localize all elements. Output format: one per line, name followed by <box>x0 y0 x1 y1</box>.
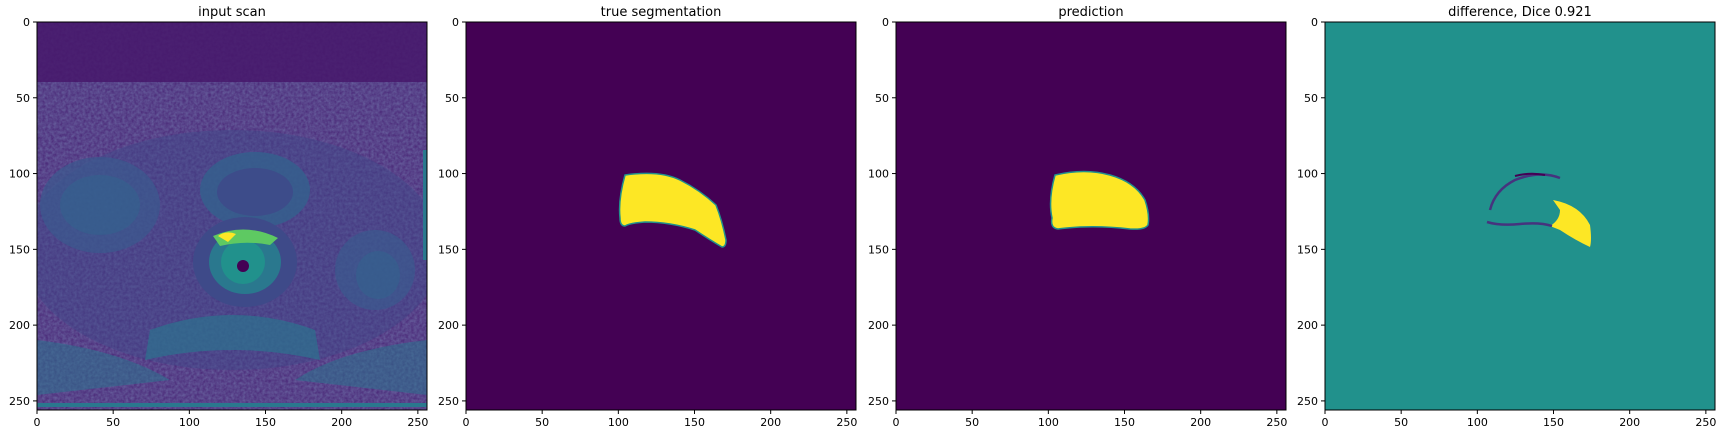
x-axis: 0 50 100 150 200 250 <box>1322 410 1716 429</box>
y-tick-label: 150 <box>868 243 889 256</box>
y-tick-label: 0 <box>452 16 459 29</box>
x-tick-label: 0 <box>463 416 470 429</box>
x-tick-label: 0 <box>1322 416 1329 429</box>
axes-frame <box>36 21 428 411</box>
y-tick-label: 50 <box>445 92 459 105</box>
x-tick-label: 100 <box>1038 416 1059 429</box>
difference-overseg-top <box>1514 172 1546 177</box>
panel-title: true segmentation <box>601 5 722 20</box>
y-tick-label: 100 <box>1297 168 1318 181</box>
axes-frame <box>895 21 1287 411</box>
y-tick-label: 0 <box>23 16 30 29</box>
x-tick-label: 50 <box>1394 416 1408 429</box>
x-tick-label: 250 <box>836 416 857 429</box>
y-tick-label: 50 <box>16 92 30 105</box>
x-axis: 0 50 100 150 200 250 <box>34 410 428 429</box>
panel-true-segmentation: true segmentation 0 50 100 150 200 250 0 50 100… <box>438 5 857 429</box>
y-tick-label: 250 <box>9 395 30 408</box>
x-tick-label: 50 <box>106 416 120 429</box>
y-tick-label: 250 <box>438 395 459 408</box>
x-tick-label: 200 <box>1190 416 1211 429</box>
panel-prediction: prediction 0 50 100 150 200 250 0 50 100 150 200 2… <box>868 5 1287 429</box>
y-tick-label: 250 <box>868 395 889 408</box>
y-tick-label: 200 <box>1297 319 1318 332</box>
y-axis: 0 50 100 150 200 250 <box>438 16 466 408</box>
y-tick-label: 150 <box>9 243 30 256</box>
y-tick-label: 200 <box>438 319 459 332</box>
panel-difference: difference, Dice 0.921 0 50 100 150 200 250 0… <box>1297 5 1716 429</box>
axes-frame <box>465 21 857 411</box>
panel-title: input scan <box>198 5 266 20</box>
panel-title: difference, Dice 0.921 <box>1448 5 1592 20</box>
x-tick-label: 200 <box>1619 416 1640 429</box>
y-axis: 0 50 100 150 200 250 <box>868 16 896 408</box>
x-tick-label: 150 <box>1543 416 1564 429</box>
prediction-mask-shape <box>1049 170 1150 230</box>
y-tick-label: 0 <box>1311 16 1318 29</box>
x-tick-label: 50 <box>965 416 979 429</box>
x-tick-label: 250 <box>1266 416 1287 429</box>
y-tick-label: 250 <box>1297 395 1318 408</box>
mri-image <box>37 22 427 410</box>
difference-overseg-outline <box>1486 173 1561 228</box>
y-tick-label: 100 <box>9 168 30 181</box>
y-tick-label: 100 <box>438 168 459 181</box>
panel-title: prediction <box>1058 5 1123 20</box>
x-tick-label: 200 <box>331 416 352 429</box>
axes-frame <box>1324 21 1716 411</box>
y-tick-label: 200 <box>9 319 30 332</box>
x-tick-label: 50 <box>535 416 549 429</box>
difference-background <box>1325 22 1715 410</box>
x-tick-label: 150 <box>1114 416 1135 429</box>
x-tick-label: 0 <box>893 416 900 429</box>
panel-input-scan: input scan <box>9 5 428 429</box>
y-tick-label: 100 <box>868 168 889 181</box>
x-axis: 0 50 100 150 200 250 <box>893 410 1287 429</box>
y-tick-label: 200 <box>868 319 889 332</box>
y-tick-label: 50 <box>875 92 889 105</box>
x-tick-label: 100 <box>1467 416 1488 429</box>
true-mask-shape <box>618 172 727 248</box>
x-tick-label: 250 <box>1695 416 1716 429</box>
y-tick-label: 150 <box>1297 243 1318 256</box>
x-tick-label: 0 <box>34 416 41 429</box>
difference-underseg-region <box>1550 200 1591 247</box>
y-tick-label: 50 <box>1304 92 1318 105</box>
y-axis: 0 50 100 150 200 250 <box>1297 16 1325 408</box>
x-tick-label: 250 <box>407 416 428 429</box>
x-tick-label: 100 <box>179 416 200 429</box>
x-tick-label: 150 <box>684 416 705 429</box>
x-tick-label: 100 <box>608 416 629 429</box>
y-tick-label: 0 <box>882 16 889 29</box>
x-tick-label: 200 <box>760 416 781 429</box>
x-tick-label: 150 <box>255 416 276 429</box>
x-axis: 0 50 100 150 200 250 <box>463 410 857 429</box>
y-tick-label: 150 <box>438 243 459 256</box>
y-axis: 0 50 100 150 200 250 <box>9 16 37 408</box>
